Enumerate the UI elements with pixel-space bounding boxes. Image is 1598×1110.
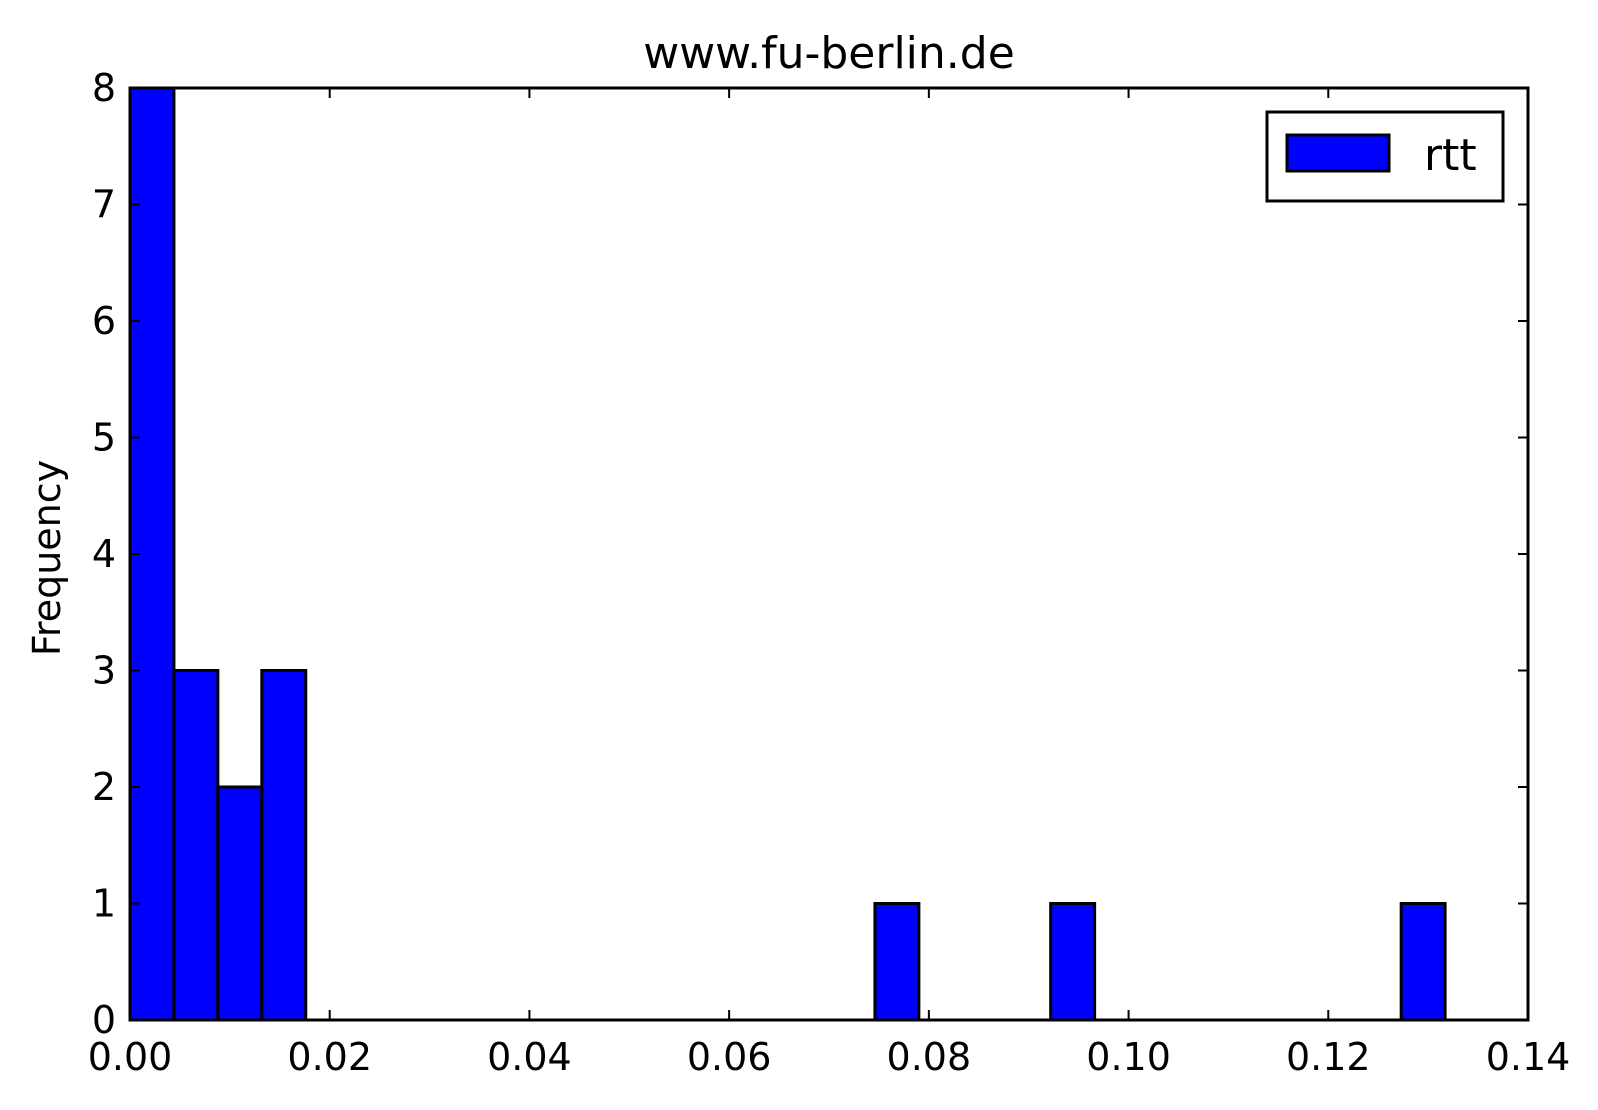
y-tick-label-0: 0 <box>92 998 116 1042</box>
histogram-bar-3 <box>260 669 308 1022</box>
histogram-bar-4 <box>873 902 921 1022</box>
x-tick-label-7: 0.14 <box>1486 1035 1571 1079</box>
y-tick-label-6: 6 <box>92 299 116 343</box>
y-tick-label-8: 8 <box>92 66 116 110</box>
histogram-bar-1 <box>172 669 220 1022</box>
x-tick-label-6: 0.12 <box>1286 1035 1371 1079</box>
legend: rtt <box>1265 110 1505 203</box>
x-tick-label-4: 0.08 <box>887 1035 972 1079</box>
y-tick-label-4: 4 <box>92 532 116 576</box>
chart-title: www.fu-berlin.de <box>643 28 1015 79</box>
legend-swatch-rtt <box>1285 133 1391 173</box>
y-tick-label-2: 2 <box>92 765 116 809</box>
x-tick-label-0: 0.00 <box>88 1035 173 1079</box>
histogram-bar-2 <box>216 785 264 1022</box>
histogram-bar-5 <box>1049 902 1097 1022</box>
plot-frame <box>128 86 1530 1022</box>
x-tick-label-2: 0.04 <box>487 1035 572 1079</box>
legend-label-rtt: rtt <box>1424 130 1477 181</box>
x-tick-label-5: 0.10 <box>1086 1035 1171 1079</box>
histogram-bars <box>128 86 1447 1022</box>
y-tick-label-5: 5 <box>92 416 116 460</box>
y-axis-label: Frequency <box>25 460 69 656</box>
y-tick-label-3: 3 <box>92 649 116 693</box>
axis-ticks: 0.00 0.02 0.04 0.06 0.08 0.10 0.12 0.14 0 1 2 3 4 5 6 7… <box>88 66 1571 1079</box>
x-tick-label-1: 0.02 <box>287 1035 372 1079</box>
x-tick-label-3: 0.06 <box>687 1035 772 1079</box>
y-tick-label-1: 1 <box>92 882 116 926</box>
y-tick-label-7: 7 <box>92 183 116 227</box>
histogram-bar-6 <box>1399 902 1447 1022</box>
